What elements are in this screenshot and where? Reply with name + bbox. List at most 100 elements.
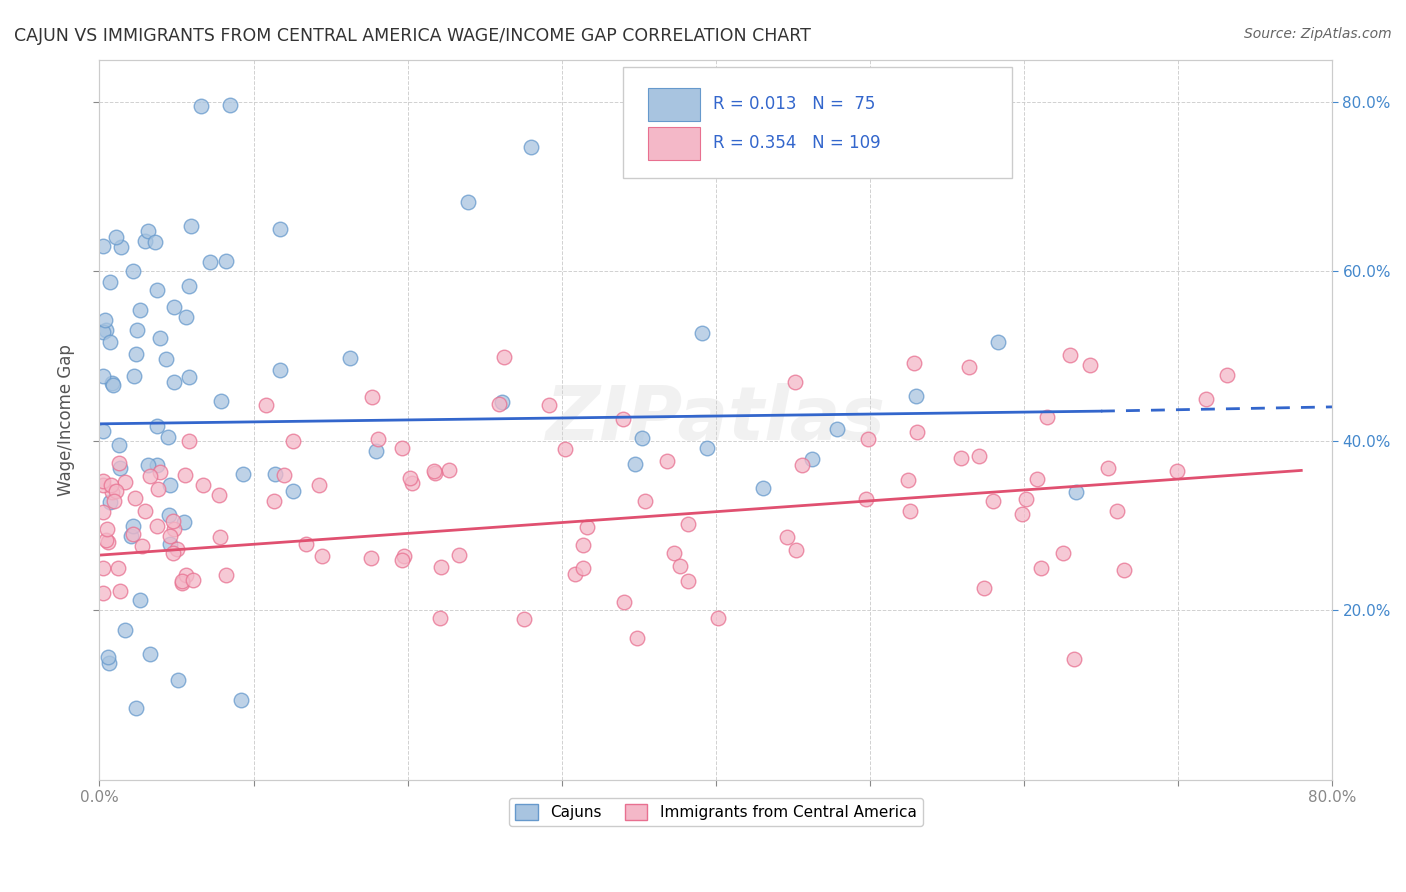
Point <box>200 255 222 269</box>
Point <box>339 351 361 366</box>
Point <box>1015 491 1038 506</box>
FancyBboxPatch shape <box>648 127 700 160</box>
Point <box>209 394 232 409</box>
Point <box>208 488 231 502</box>
Point <box>361 390 384 404</box>
Point <box>1114 563 1136 577</box>
Point <box>423 466 446 480</box>
Point <box>145 419 167 434</box>
Point <box>104 230 127 244</box>
Point <box>564 566 586 581</box>
Point <box>146 482 169 496</box>
Point <box>1029 561 1052 575</box>
Point <box>108 456 131 470</box>
Point <box>311 549 333 563</box>
Point <box>146 519 169 533</box>
Point <box>785 543 807 558</box>
Point <box>696 442 718 456</box>
Point <box>97 534 120 549</box>
Point <box>706 610 728 624</box>
Point <box>1215 368 1237 383</box>
Point <box>163 300 186 314</box>
Point <box>263 493 285 508</box>
Point <box>623 457 645 471</box>
Point <box>422 464 444 478</box>
Point <box>554 442 576 457</box>
Point <box>145 458 167 473</box>
Point <box>134 234 156 248</box>
Point <box>657 454 679 468</box>
Point <box>208 530 231 544</box>
Point <box>447 548 470 562</box>
Point <box>172 574 194 588</box>
Point <box>905 425 928 439</box>
Point <box>91 325 114 339</box>
Point <box>97 649 120 664</box>
Point <box>131 539 153 553</box>
Point <box>108 461 131 475</box>
Point <box>105 484 128 499</box>
Point <box>631 431 654 445</box>
Point <box>520 140 543 154</box>
Point <box>163 522 186 536</box>
Text: R = 0.354   N = 109: R = 0.354 N = 109 <box>713 134 882 153</box>
Point <box>690 326 713 340</box>
Point <box>138 458 160 473</box>
Point <box>430 559 453 574</box>
Point <box>776 531 799 545</box>
Point <box>103 493 125 508</box>
Point <box>281 434 304 449</box>
Point <box>626 631 648 645</box>
Point <box>364 444 387 458</box>
Point <box>981 494 1004 508</box>
FancyBboxPatch shape <box>648 87 700 120</box>
Point <box>125 701 148 715</box>
Point <box>91 560 114 574</box>
Point <box>107 560 129 574</box>
Point <box>134 504 156 518</box>
Point <box>1052 546 1074 560</box>
Point <box>571 537 593 551</box>
FancyBboxPatch shape <box>623 67 1011 178</box>
Point <box>125 323 148 337</box>
Point <box>136 223 159 237</box>
Point <box>121 519 143 533</box>
Point <box>190 99 212 113</box>
Point <box>122 264 145 278</box>
Point <box>401 475 423 490</box>
Point <box>98 335 121 350</box>
Point <box>159 537 181 551</box>
Text: Source: ZipAtlas.com: Source: ZipAtlas.com <box>1244 27 1392 41</box>
Point <box>512 611 534 625</box>
Point <box>162 546 184 560</box>
Point <box>159 477 181 491</box>
Point <box>494 350 516 364</box>
Point <box>1166 465 1188 479</box>
Point <box>491 394 513 409</box>
Point <box>163 375 186 389</box>
Point <box>94 323 117 337</box>
Point <box>91 239 114 253</box>
Point <box>987 334 1010 349</box>
Text: CAJUN VS IMMIGRANTS FROM CENTRAL AMERICA WAGE/INCOME GAP CORRELATION CHART: CAJUN VS IMMIGRANTS FROM CENTRAL AMERICA… <box>14 27 811 45</box>
Point <box>575 520 598 534</box>
Point <box>898 503 921 517</box>
Point <box>281 483 304 498</box>
Point <box>100 478 122 492</box>
Point <box>180 219 202 233</box>
Point <box>825 422 848 436</box>
Text: ZIPatlas: ZIPatlas <box>546 383 886 456</box>
Point <box>91 424 114 438</box>
Point <box>91 505 114 519</box>
Point <box>856 432 879 446</box>
Point <box>101 376 124 391</box>
Point <box>232 467 254 482</box>
Point <box>612 412 634 426</box>
Point <box>783 375 806 389</box>
Point <box>391 553 413 567</box>
Point <box>429 610 451 624</box>
Point <box>155 351 177 366</box>
Point <box>662 546 685 560</box>
Point <box>108 583 131 598</box>
Point <box>173 515 195 529</box>
